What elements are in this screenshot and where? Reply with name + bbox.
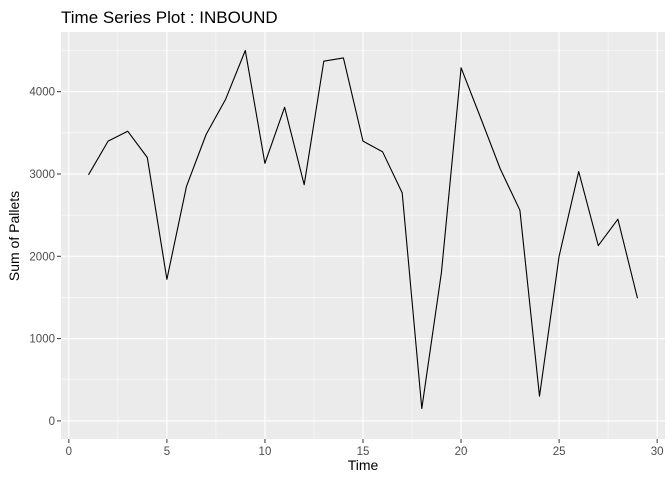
y-tick-label: 1000 bbox=[29, 334, 55, 346]
chart-title: Time Series Plot : INBOUND bbox=[61, 8, 278, 27]
x-tick-label: 0 bbox=[66, 446, 72, 458]
x-tick-label: 10 bbox=[259, 446, 272, 458]
y-axis: 0 1000 2000 3000 4000 bbox=[29, 87, 61, 428]
x-axis: 0 5 10 15 20 25 30 bbox=[66, 439, 664, 458]
y-tick-label: 3000 bbox=[29, 169, 55, 181]
y-tick-label: 2000 bbox=[29, 251, 55, 263]
x-tick-label: 5 bbox=[164, 446, 170, 458]
x-tick-label: 20 bbox=[455, 446, 468, 458]
series-line bbox=[88, 49, 639, 410]
x-axis-title: Time bbox=[348, 457, 379, 473]
y-axis-title: Sum of Pallets bbox=[6, 191, 22, 281]
y-tick-label: 4000 bbox=[29, 87, 55, 99]
x-tick-label: 25 bbox=[553, 446, 566, 458]
x-tick-label: 30 bbox=[651, 446, 664, 458]
x-tick-label: 15 bbox=[357, 446, 370, 458]
series-layer bbox=[88, 49, 639, 410]
y-tick-label: 0 bbox=[49, 416, 55, 428]
major-gridlines bbox=[61, 32, 665, 439]
